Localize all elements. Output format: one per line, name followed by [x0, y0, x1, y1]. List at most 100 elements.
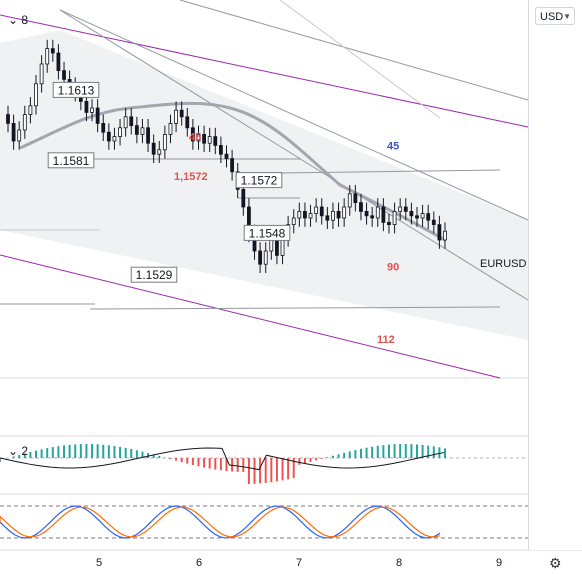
candle-body [90, 107, 94, 113]
macd-indicators-toggle[interactable]: ⌄ 2 [8, 443, 28, 459]
macd-histogram-bar [287, 458, 290, 480]
macd-histogram-bar [399, 444, 402, 458]
candle-body [179, 109, 184, 118]
candle-body [45, 48, 50, 65]
candle-body [190, 127, 195, 142]
macd-histogram-bar [404, 444, 407, 458]
macd-histogram-bar [74, 444, 77, 458]
macd-histogram-bar [152, 454, 155, 458]
candle-body [11, 123, 16, 142]
candle-body [269, 239, 274, 252]
macd-histogram-bar [169, 458, 172, 460]
candle-body [291, 217, 296, 225]
gear-icon[interactable]: ⚙ [549, 555, 562, 571]
macd-signal-line [0, 447, 445, 471]
macd-histogram-bar [91, 444, 94, 458]
price-label: 1.1581 [53, 154, 90, 168]
candle-body [106, 131, 111, 142]
macd-histogram-bar [331, 455, 334, 458]
level-line [89, 306, 501, 310]
candle-body [387, 221, 391, 225]
macd-histogram-bar [376, 445, 379, 458]
macd-histogram-bar [247, 458, 250, 484]
macd-histogram-bar [371, 446, 374, 458]
macd-histogram-bar [242, 458, 245, 472]
candle-body [22, 114, 27, 131]
macd-histogram-bar [236, 458, 239, 472]
macd-histogram-bar [315, 458, 318, 461]
stoch-d-line [0, 506, 441, 538]
candle-body [168, 123, 173, 135]
level-annotation: 1,1572 [174, 171, 208, 183]
macd-indicator-count: 2 [21, 444, 29, 458]
macd-histogram-bar [23, 453, 26, 458]
candle-body [303, 210, 307, 219]
macd-histogram-bar [393, 444, 396, 458]
macd-histogram-bar [158, 456, 161, 458]
candle-body [218, 144, 223, 155]
candle-body [336, 210, 341, 219]
candle-body [263, 250, 268, 265]
trend-line [59, 9, 529, 301]
price-label-box [130, 266, 178, 283]
macd-histogram-bar [382, 445, 385, 458]
candle-body [6, 114, 10, 124]
macd-histogram-bar [326, 457, 329, 458]
candle-body [381, 206, 386, 223]
macd-histogram-bar [348, 451, 351, 458]
candle-body [134, 125, 139, 135]
macd-histogram-bar [79, 444, 82, 458]
macd-histogram-bar [68, 444, 71, 458]
candle-body [319, 206, 324, 217]
candle-body [196, 133, 201, 142]
candle-body [224, 153, 229, 159]
macd-histogram-bar [191, 458, 194, 466]
candle-body [84, 101, 89, 113]
candle-body [56, 52, 61, 72]
price-label: 1.1613 [58, 83, 95, 97]
macd-histogram-bar [46, 448, 49, 458]
macd-histogram-bar [253, 458, 256, 484]
candle-body [314, 206, 319, 214]
macd-histogram-bar [113, 445, 116, 458]
channel-lower-line [0, 254, 501, 379]
price-label-box [235, 172, 283, 189]
macd-histogram-bar [298, 458, 301, 465]
candle-body [420, 213, 425, 219]
macd-histogram-bar [130, 449, 133, 458]
candle-body [112, 136, 117, 142]
candle-body [129, 116, 134, 127]
macd-histogram-bar [107, 445, 110, 458]
candle-body [443, 230, 447, 241]
candle-body [162, 133, 167, 151]
stoch-k-line [0, 505, 441, 539]
candle-body [157, 149, 162, 155]
macd-histogram-bar [303, 458, 306, 464]
candle-body [297, 210, 302, 219]
currency-selector[interactable]: USD ▼ [535, 7, 575, 25]
candle-body [403, 206, 408, 212]
price-label-box [52, 81, 100, 98]
candle-body [34, 83, 38, 107]
chevron-down-icon: ⌄ [8, 444, 19, 458]
macd-histogram-bar [18, 454, 21, 458]
macd-histogram-bar [432, 446, 435, 458]
macd-histogram-bar [51, 447, 54, 458]
candle-body [331, 210, 335, 221]
macd-histogram-bar [57, 446, 60, 458]
candle-body [95, 107, 100, 124]
level-line [279, 169, 501, 174]
trend-line [59, 9, 529, 221]
indicators-toggle[interactable]: ⌄ 8 [8, 12, 28, 28]
candle-body [174, 109, 178, 124]
macd-histogram-bar [259, 458, 262, 484]
macd-histogram-bar [102, 444, 105, 458]
chevron-down-icon: ▼ [563, 12, 571, 21]
price-label-box [243, 224, 291, 241]
macd-histogram-bar [427, 445, 430, 458]
macd-histogram-bar [444, 448, 446, 458]
macd-histogram-bar [29, 451, 32, 458]
candle-body [50, 48, 55, 54]
candle-body [17, 129, 22, 142]
